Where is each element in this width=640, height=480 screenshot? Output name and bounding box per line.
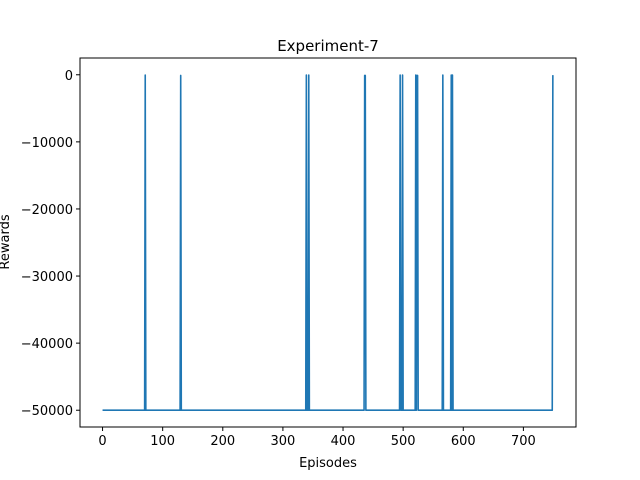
x-tick-label: 500 <box>391 434 416 449</box>
x-tick-label: 200 <box>210 434 235 449</box>
x-axis-ticks: 0 100 200 300 400 500 600 700 <box>98 427 536 449</box>
x-tick-label: 600 <box>451 434 476 449</box>
plot-area <box>79 57 577 428</box>
x-tick-label: 0 <box>98 434 106 449</box>
x-tick-label: 300 <box>270 434 295 449</box>
y-axis-label: Rewards <box>0 214 13 269</box>
y-axis-ticks: 0 −10000 −20000 −30000 −40000 −50000 <box>21 69 80 419</box>
x-axis-label: Episodes <box>299 456 357 471</box>
y-tick-label: −50000 <box>21 404 73 419</box>
x-tick-label: 100 <box>150 434 175 449</box>
y-tick-label: 0 <box>65 69 73 84</box>
plot-border <box>79 57 577 428</box>
x-tick-label: 400 <box>331 434 356 449</box>
y-tick-label: −40000 <box>21 337 73 352</box>
y-tick-label: −20000 <box>21 203 73 218</box>
chart-title: Experiment-7 <box>277 37 379 55</box>
y-tick-label: −30000 <box>21 270 73 285</box>
series-line-0 <box>102 74 554 412</box>
x-tick-label: 700 <box>511 434 536 449</box>
y-tick-label: −10000 <box>21 136 73 151</box>
